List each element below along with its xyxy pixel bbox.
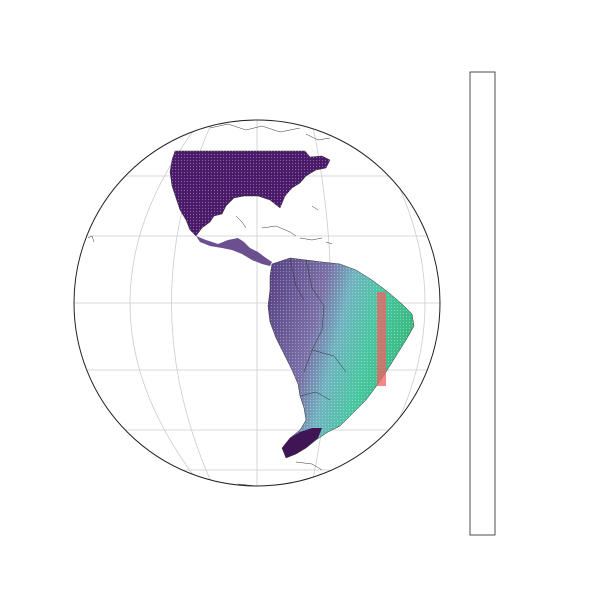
central-america-region <box>196 236 272 266</box>
colorbar-fill <box>470 72 495 535</box>
globe-outline <box>73 119 441 487</box>
highlight-swath <box>377 292 386 386</box>
coastlines <box>87 123 415 486</box>
globe <box>73 119 441 487</box>
south-america-tip-region <box>282 428 322 458</box>
colorbar <box>469 71 496 536</box>
colorbar-frame <box>469 71 496 536</box>
